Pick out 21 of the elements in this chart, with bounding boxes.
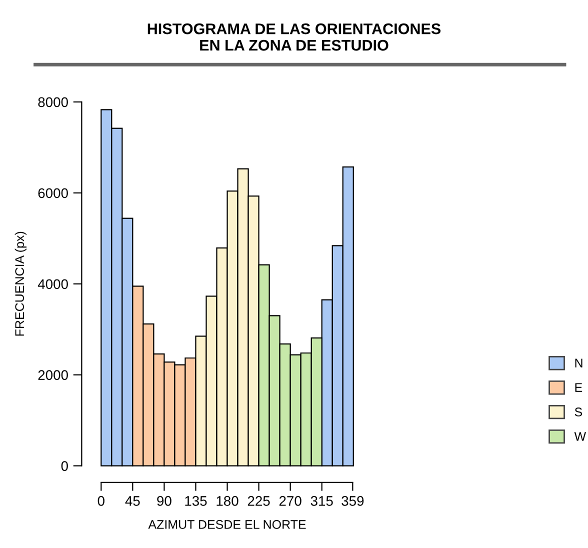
legend-label: E <box>575 383 582 392</box>
x-tick-label: 270 <box>279 496 302 506</box>
x-tick-label: 45 <box>125 496 140 506</box>
y-tick-label: 4000 <box>38 279 68 290</box>
y-tick-label: 6000 <box>38 188 68 198</box>
y-tick-label: 8000 <box>38 97 68 108</box>
x-tick-label: 0 <box>98 496 104 506</box>
x-tick-label: 135 <box>185 496 207 506</box>
chart-title: HISTOGRAMA DE LAS ORIENTACIONES EN LA ZONA DE ESTUDIO <box>148 23 441 51</box>
x-tick-label: 315 <box>310 496 333 506</box>
y-axis-title: FRECUENCIA (px) <box>14 232 26 336</box>
x-tick-label: 180 <box>216 496 238 506</box>
y-tick-label: 2000 <box>38 370 68 380</box>
x-tick-label: 225 <box>248 496 270 506</box>
x-tick-label: 359 <box>342 496 364 506</box>
y-tick-label: 0 <box>61 461 68 471</box>
legend-label: W <box>574 432 586 441</box>
legend-label: S <box>574 408 582 416</box>
legend-label: N <box>575 358 582 368</box>
x-axis-title: AZIMUT DESDE EL NORTE <box>148 520 306 529</box>
x-tick-label: 90 <box>157 496 172 506</box>
